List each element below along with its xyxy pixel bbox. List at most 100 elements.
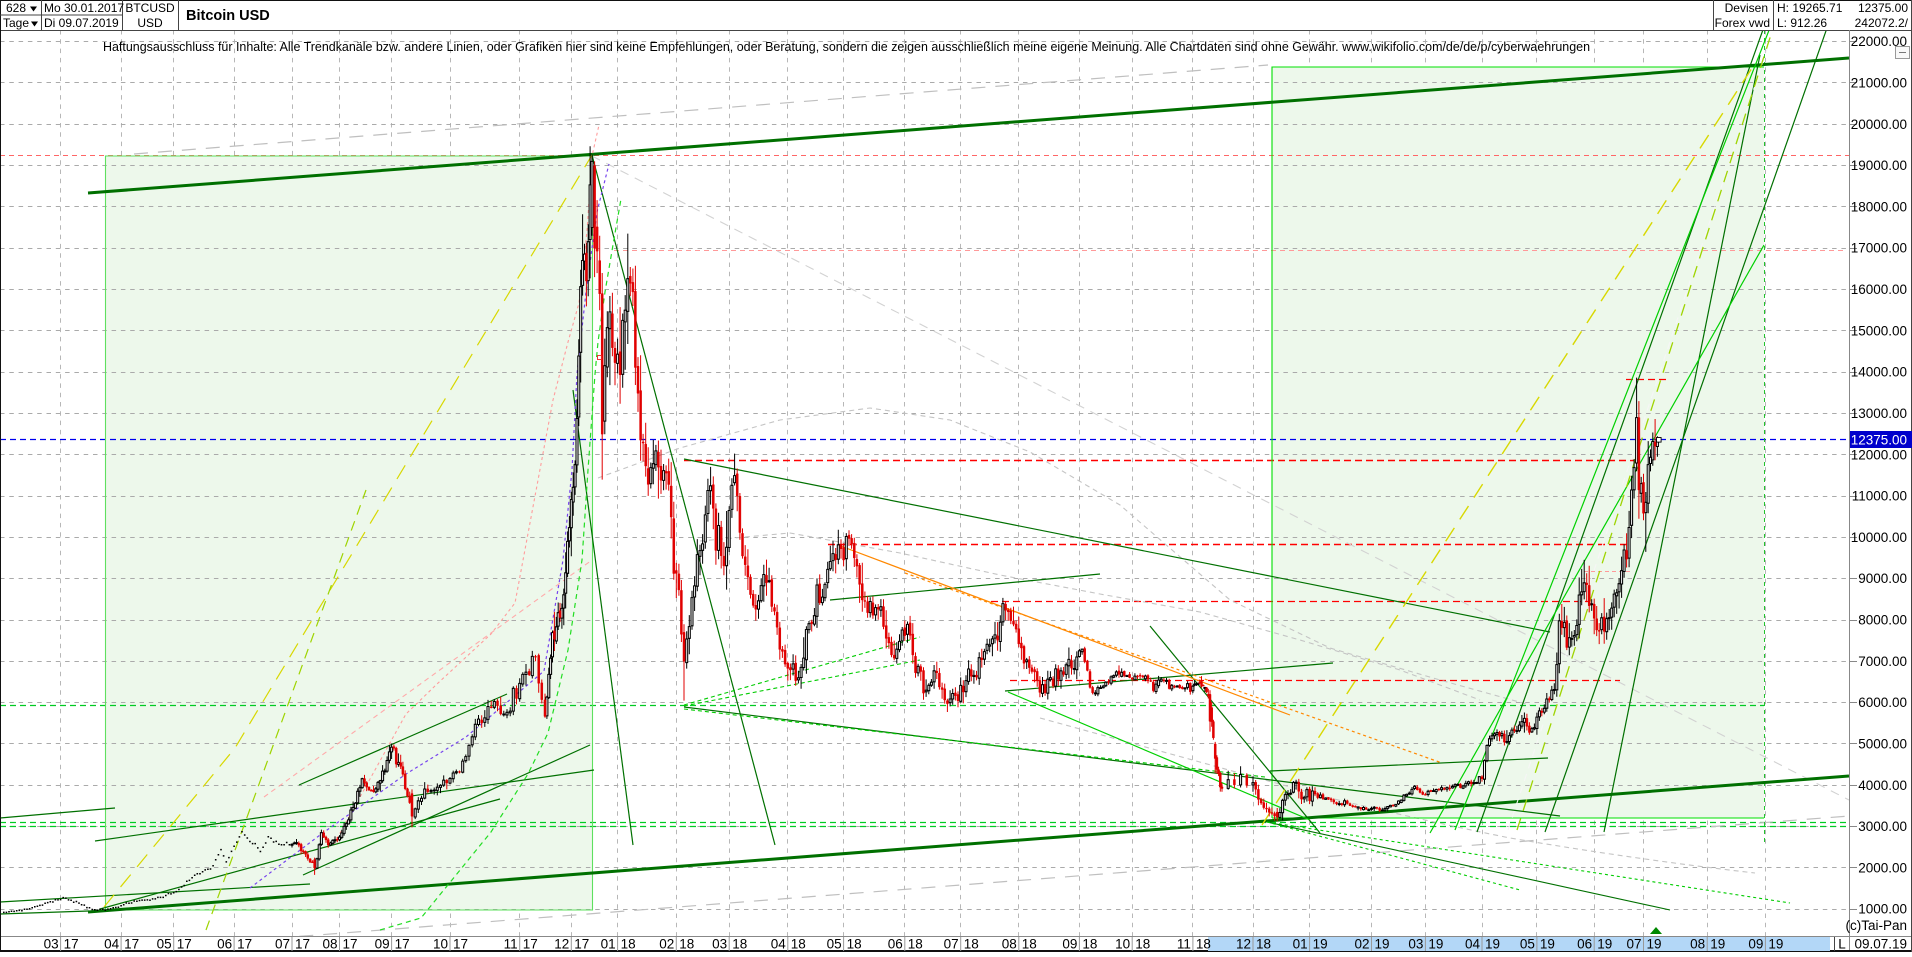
svg-text:03: 03	[44, 937, 59, 952]
svg-text:12: 12	[1236, 937, 1251, 952]
svg-text:17: 17	[523, 937, 538, 952]
svg-text:17: 17	[177, 937, 192, 952]
svg-text:01: 01	[1293, 937, 1308, 952]
svg-text:09: 09	[1748, 937, 1763, 952]
svg-text:19: 19	[1428, 937, 1443, 952]
svg-text:12: 12	[554, 937, 569, 952]
svg-text:8000.00: 8000.00	[1858, 613, 1907, 628]
svg-text:09: 09	[375, 937, 390, 952]
svg-text:L: 912.26: L: 912.26	[1777, 16, 1827, 30]
svg-text:13000.00: 13000.00	[1851, 406, 1907, 421]
svg-text:05: 05	[157, 937, 172, 952]
svg-text:6000.00: 6000.00	[1858, 695, 1907, 710]
svg-text:H: 19265.71: H: 19265.71	[1777, 1, 1843, 15]
svg-text:Bitcoin USD: Bitcoin USD	[186, 8, 270, 24]
svg-text:18: 18	[964, 937, 979, 952]
svg-text:17: 17	[453, 937, 468, 952]
svg-text:17000.00: 17000.00	[1851, 241, 1907, 256]
svg-text:18: 18	[1082, 937, 1097, 952]
svg-text:17: 17	[343, 937, 358, 952]
svg-text:04: 04	[1465, 937, 1481, 952]
svg-text:08: 08	[322, 937, 337, 952]
svg-text:06: 06	[888, 937, 903, 952]
svg-text:08: 08	[1002, 937, 1017, 952]
svg-text:12000.00: 12000.00	[1851, 447, 1907, 462]
svg-text:Di 09.07.2019: Di 09.07.2019	[44, 16, 119, 30]
svg-text:09: 09	[1062, 937, 1077, 952]
svg-text:19: 19	[1597, 937, 1612, 952]
svg-text:18: 18	[679, 937, 694, 952]
svg-text:18: 18	[621, 937, 636, 952]
svg-text:04: 04	[104, 937, 120, 952]
svg-text:05: 05	[827, 937, 842, 952]
svg-text:01: 01	[601, 937, 616, 952]
svg-text:Tage: Tage	[3, 16, 29, 30]
svg-text:18: 18	[1256, 937, 1271, 952]
svg-text:(c)Tai-Pan: (c)Tai-Pan	[1845, 918, 1907, 933]
svg-text:14000.00: 14000.00	[1851, 365, 1907, 380]
svg-text:08: 08	[1690, 937, 1705, 952]
svg-text:02: 02	[659, 937, 674, 952]
svg-text:18: 18	[1022, 937, 1037, 952]
svg-text:9000.00: 9000.00	[1858, 571, 1907, 586]
svg-text:19: 19	[1540, 937, 1555, 952]
svg-text:12375.00: 12375.00	[1858, 1, 1908, 15]
svg-text:19: 19	[1710, 937, 1725, 952]
svg-text:18: 18	[791, 937, 806, 952]
svg-text:16000.00: 16000.00	[1851, 282, 1907, 297]
svg-text:17: 17	[64, 937, 79, 952]
svg-text:03: 03	[1408, 937, 1423, 952]
svg-text:BTCUSD: BTCUSD	[125, 1, 175, 15]
svg-text:07: 07	[1626, 937, 1641, 952]
svg-text:Mo 30.01.2017: Mo 30.01.2017	[44, 1, 124, 15]
svg-text:2000.00: 2000.00	[1858, 860, 1907, 875]
svg-text:17: 17	[574, 937, 589, 952]
svg-text:19: 19	[1375, 937, 1390, 952]
svg-text:7000.00: 7000.00	[1858, 654, 1907, 669]
svg-text:18: 18	[847, 937, 862, 952]
svg-text:10: 10	[433, 937, 448, 952]
svg-text:5000.00: 5000.00	[1858, 737, 1907, 752]
svg-text:04: 04	[771, 937, 787, 952]
svg-text:09.07.19: 09.07.19	[1854, 937, 1907, 952]
svg-text:07: 07	[944, 937, 959, 952]
svg-text:1000.00: 1000.00	[1858, 902, 1907, 917]
svg-text:L: L	[1838, 937, 1846, 952]
svg-text:11000.00: 11000.00	[1852, 489, 1907, 504]
svg-text:17: 17	[237, 937, 252, 952]
svg-text:05: 05	[1520, 937, 1535, 952]
svg-text:19000.00: 19000.00	[1851, 158, 1907, 173]
svg-text:Haftungsausschluss für Inhalte: Haftungsausschluss für Inhalte: Alle Tre…	[103, 39, 1590, 54]
svg-text:11: 11	[1177, 937, 1191, 952]
svg-text:Forex vwd: Forex vwd	[1715, 16, 1770, 30]
svg-text:06: 06	[217, 937, 232, 952]
svg-text:17: 17	[295, 937, 310, 952]
svg-text:19: 19	[1485, 937, 1500, 952]
svg-text:20000.00: 20000.00	[1851, 117, 1907, 132]
svg-text:06: 06	[1577, 937, 1592, 952]
svg-text:3000.00: 3000.00	[1858, 819, 1907, 834]
svg-text:21000.00: 21000.00	[1851, 75, 1907, 90]
svg-text:07: 07	[275, 937, 290, 952]
svg-text:17: 17	[124, 937, 139, 952]
svg-text:USD: USD	[137, 16, 163, 30]
svg-text:15000.00: 15000.00	[1851, 323, 1907, 338]
svg-text:Devisen: Devisen	[1725, 1, 1768, 15]
svg-text:02: 02	[1354, 937, 1369, 952]
svg-text:10: 10	[1115, 937, 1130, 952]
svg-text:03: 03	[712, 937, 727, 952]
svg-text:18: 18	[908, 937, 923, 952]
svg-text:10000.00: 10000.00	[1851, 530, 1907, 545]
svg-text:17: 17	[395, 937, 410, 952]
svg-text:18000.00: 18000.00	[1851, 199, 1907, 214]
svg-text:242072.2/: 242072.2/	[1855, 16, 1909, 30]
svg-text:22000.00: 22000.00	[1851, 34, 1907, 49]
svg-text:19: 19	[1647, 937, 1662, 952]
svg-text:4000.00: 4000.00	[1858, 778, 1907, 793]
svg-text:18: 18	[732, 937, 747, 952]
svg-text:628: 628	[6, 1, 26, 15]
svg-text:11: 11	[504, 937, 518, 952]
svg-text:18: 18	[1196, 937, 1211, 952]
svg-text:12375.00: 12375.00	[1851, 433, 1907, 448]
svg-text:19: 19	[1768, 937, 1783, 952]
